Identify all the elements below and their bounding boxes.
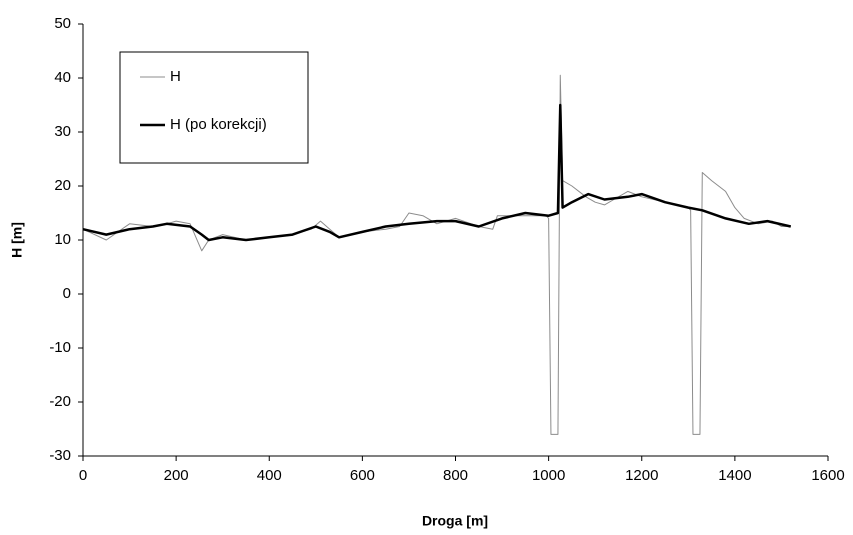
x-tick-label: 1400	[718, 467, 751, 484]
y-axis-label: H [m]	[9, 222, 25, 258]
y-tick-label: 50	[54, 15, 71, 32]
y-tick-label: -30	[49, 447, 71, 464]
y-tick-label: 0	[63, 285, 71, 302]
y-tick-label: -20	[49, 393, 71, 410]
x-tick-label: 600	[350, 467, 375, 484]
legend-label: H (po korekcji)	[170, 116, 267, 133]
y-tick-label: 30	[54, 123, 71, 140]
y-tick-label: 20	[54, 177, 71, 194]
x-tick-label: 1200	[625, 467, 658, 484]
x-axis-label: Droga [m]	[422, 513, 488, 529]
legend-box	[119, 51, 309, 164]
series-line	[82, 103, 792, 242]
legend-label: H	[170, 68, 181, 85]
x-tick-label: 800	[443, 467, 468, 484]
x-tick-label: 200	[164, 467, 189, 484]
y-tick-label: -10	[49, 339, 71, 356]
y-tick-label: 10	[54, 231, 71, 248]
series-line	[82, 74, 791, 435]
y-tick-label: 40	[54, 69, 71, 86]
x-tick-label: 1600	[811, 467, 844, 484]
x-tick-label: 0	[79, 467, 87, 484]
x-tick-label: 400	[257, 467, 282, 484]
x-tick-label: 1000	[532, 467, 565, 484]
